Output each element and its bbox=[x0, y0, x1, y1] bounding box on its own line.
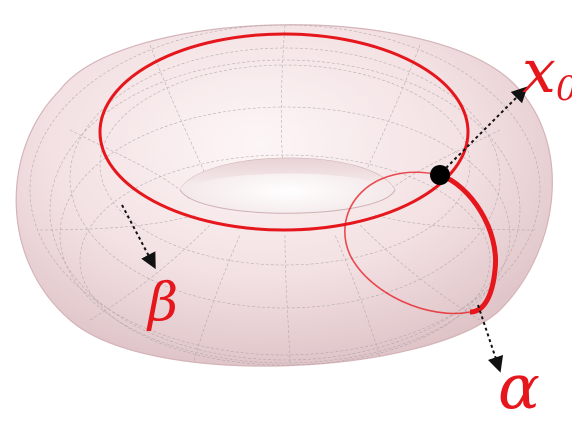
torus-inner-wall bbox=[180, 158, 395, 190]
beta-loop bbox=[98, 32, 470, 232]
alpha-loop-front bbox=[439, 172, 499, 315]
basepoint-subscript: 0 bbox=[556, 69, 572, 109]
basepoint-label: x0 bbox=[522, 37, 572, 109]
alpha-arrow bbox=[477, 304, 504, 373]
beta-label: β bbox=[146, 273, 178, 333]
beta-arrow bbox=[121, 204, 156, 270]
basepoint-marker bbox=[430, 165, 450, 185]
alpha-label: α bbox=[498, 350, 540, 421]
alpha-loop-back bbox=[344, 171, 471, 315]
